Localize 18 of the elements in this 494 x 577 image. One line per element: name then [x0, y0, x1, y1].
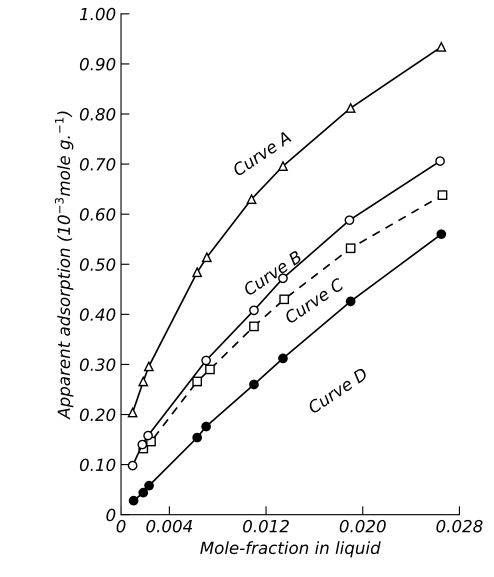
y-tick-label: 0.90	[80, 58, 116, 70]
x-tick-label: 0.020	[340, 520, 386, 532]
x-tick-label: 0.012	[243, 520, 289, 532]
x-axis-title: Mole-fraction in liquid	[200, 541, 381, 558]
y-tick-label: 0.60	[80, 208, 116, 221]
y-tick-label: 0.40	[80, 308, 116, 321]
y-axis-title: Apparent adsorption (10$^{−3}$mole g.$^{−1}$)	[54, 112, 74, 420]
y-tick-label: 0.30	[80, 358, 116, 371]
y-tick-label: 0.20	[80, 408, 116, 422]
y-tick-label: 0.10	[80, 458, 116, 472]
x-tick-label: 0.004	[146, 520, 192, 532]
y-tick-label: 0.50	[80, 258, 116, 271]
x-tick-label: 0.028	[436, 520, 483, 532]
y-tick-label: 0.80	[80, 108, 116, 121]
y-tick-label: 0.70	[80, 158, 116, 171]
x-tick-label: 0	[116, 520, 126, 532]
y-tick-label: 0	[106, 508, 116, 522]
y-tick-label: 1.00	[80, 8, 116, 20]
